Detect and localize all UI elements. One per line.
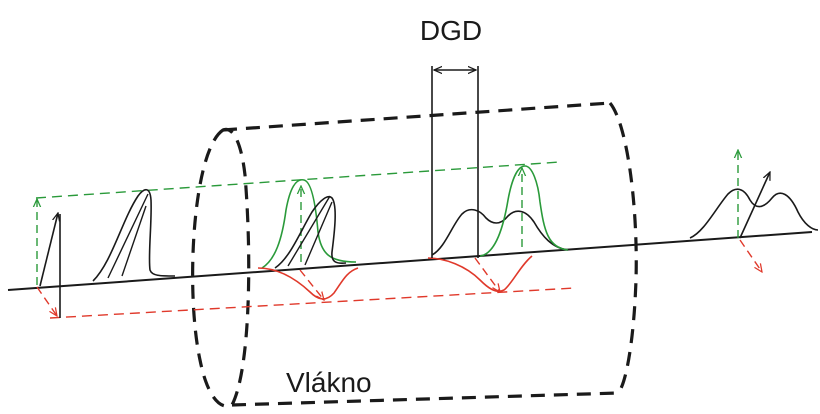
output-pulse — [689, 150, 819, 272]
entrance-red-arrow — [299, 269, 324, 300]
fiber-back-edge — [608, 101, 638, 395]
input-pulse-field-line-2 — [121, 205, 147, 277]
fiber-top-edge — [222, 101, 611, 132]
fiber-cylinder — [191, 101, 638, 408]
split-red-mode — [427, 255, 533, 293]
dgd-label: DGD — [420, 15, 482, 46]
input-pulse-field-line-1 — [107, 193, 149, 279]
split-pulse — [427, 165, 569, 293]
output-black-pulse — [689, 188, 819, 239]
entrance-green-mode — [261, 179, 357, 269]
split-black-pulse — [431, 208, 569, 256]
entrance-black-line-2 — [304, 201, 333, 266]
entrance-black-line-1 — [287, 195, 331, 267]
dgd-marker — [431, 66, 479, 258]
input-pulse — [92, 188, 176, 282]
output-red-arrow — [739, 239, 762, 272]
output-field-vector — [739, 172, 771, 239]
fiber-bottom-edge — [231, 391, 619, 407]
entrance-red-mode — [257, 267, 359, 300]
split-green-mode — [479, 165, 569, 257]
green-reference-line — [35, 161, 561, 199]
fiber-label: Vlákno — [286, 367, 372, 398]
fiber-axis — [7, 231, 813, 291]
input-red-component — [36, 286, 57, 316]
input-field-vector — [39, 213, 58, 287]
entrance-pulse — [257, 179, 359, 300]
red-reference-line — [49, 287, 576, 319]
entrance-black-pulse — [274, 196, 347, 269]
split-red-arrow — [474, 257, 500, 292]
fiber-front-ellipse — [191, 127, 251, 408]
input-polarization — [36, 199, 61, 318]
